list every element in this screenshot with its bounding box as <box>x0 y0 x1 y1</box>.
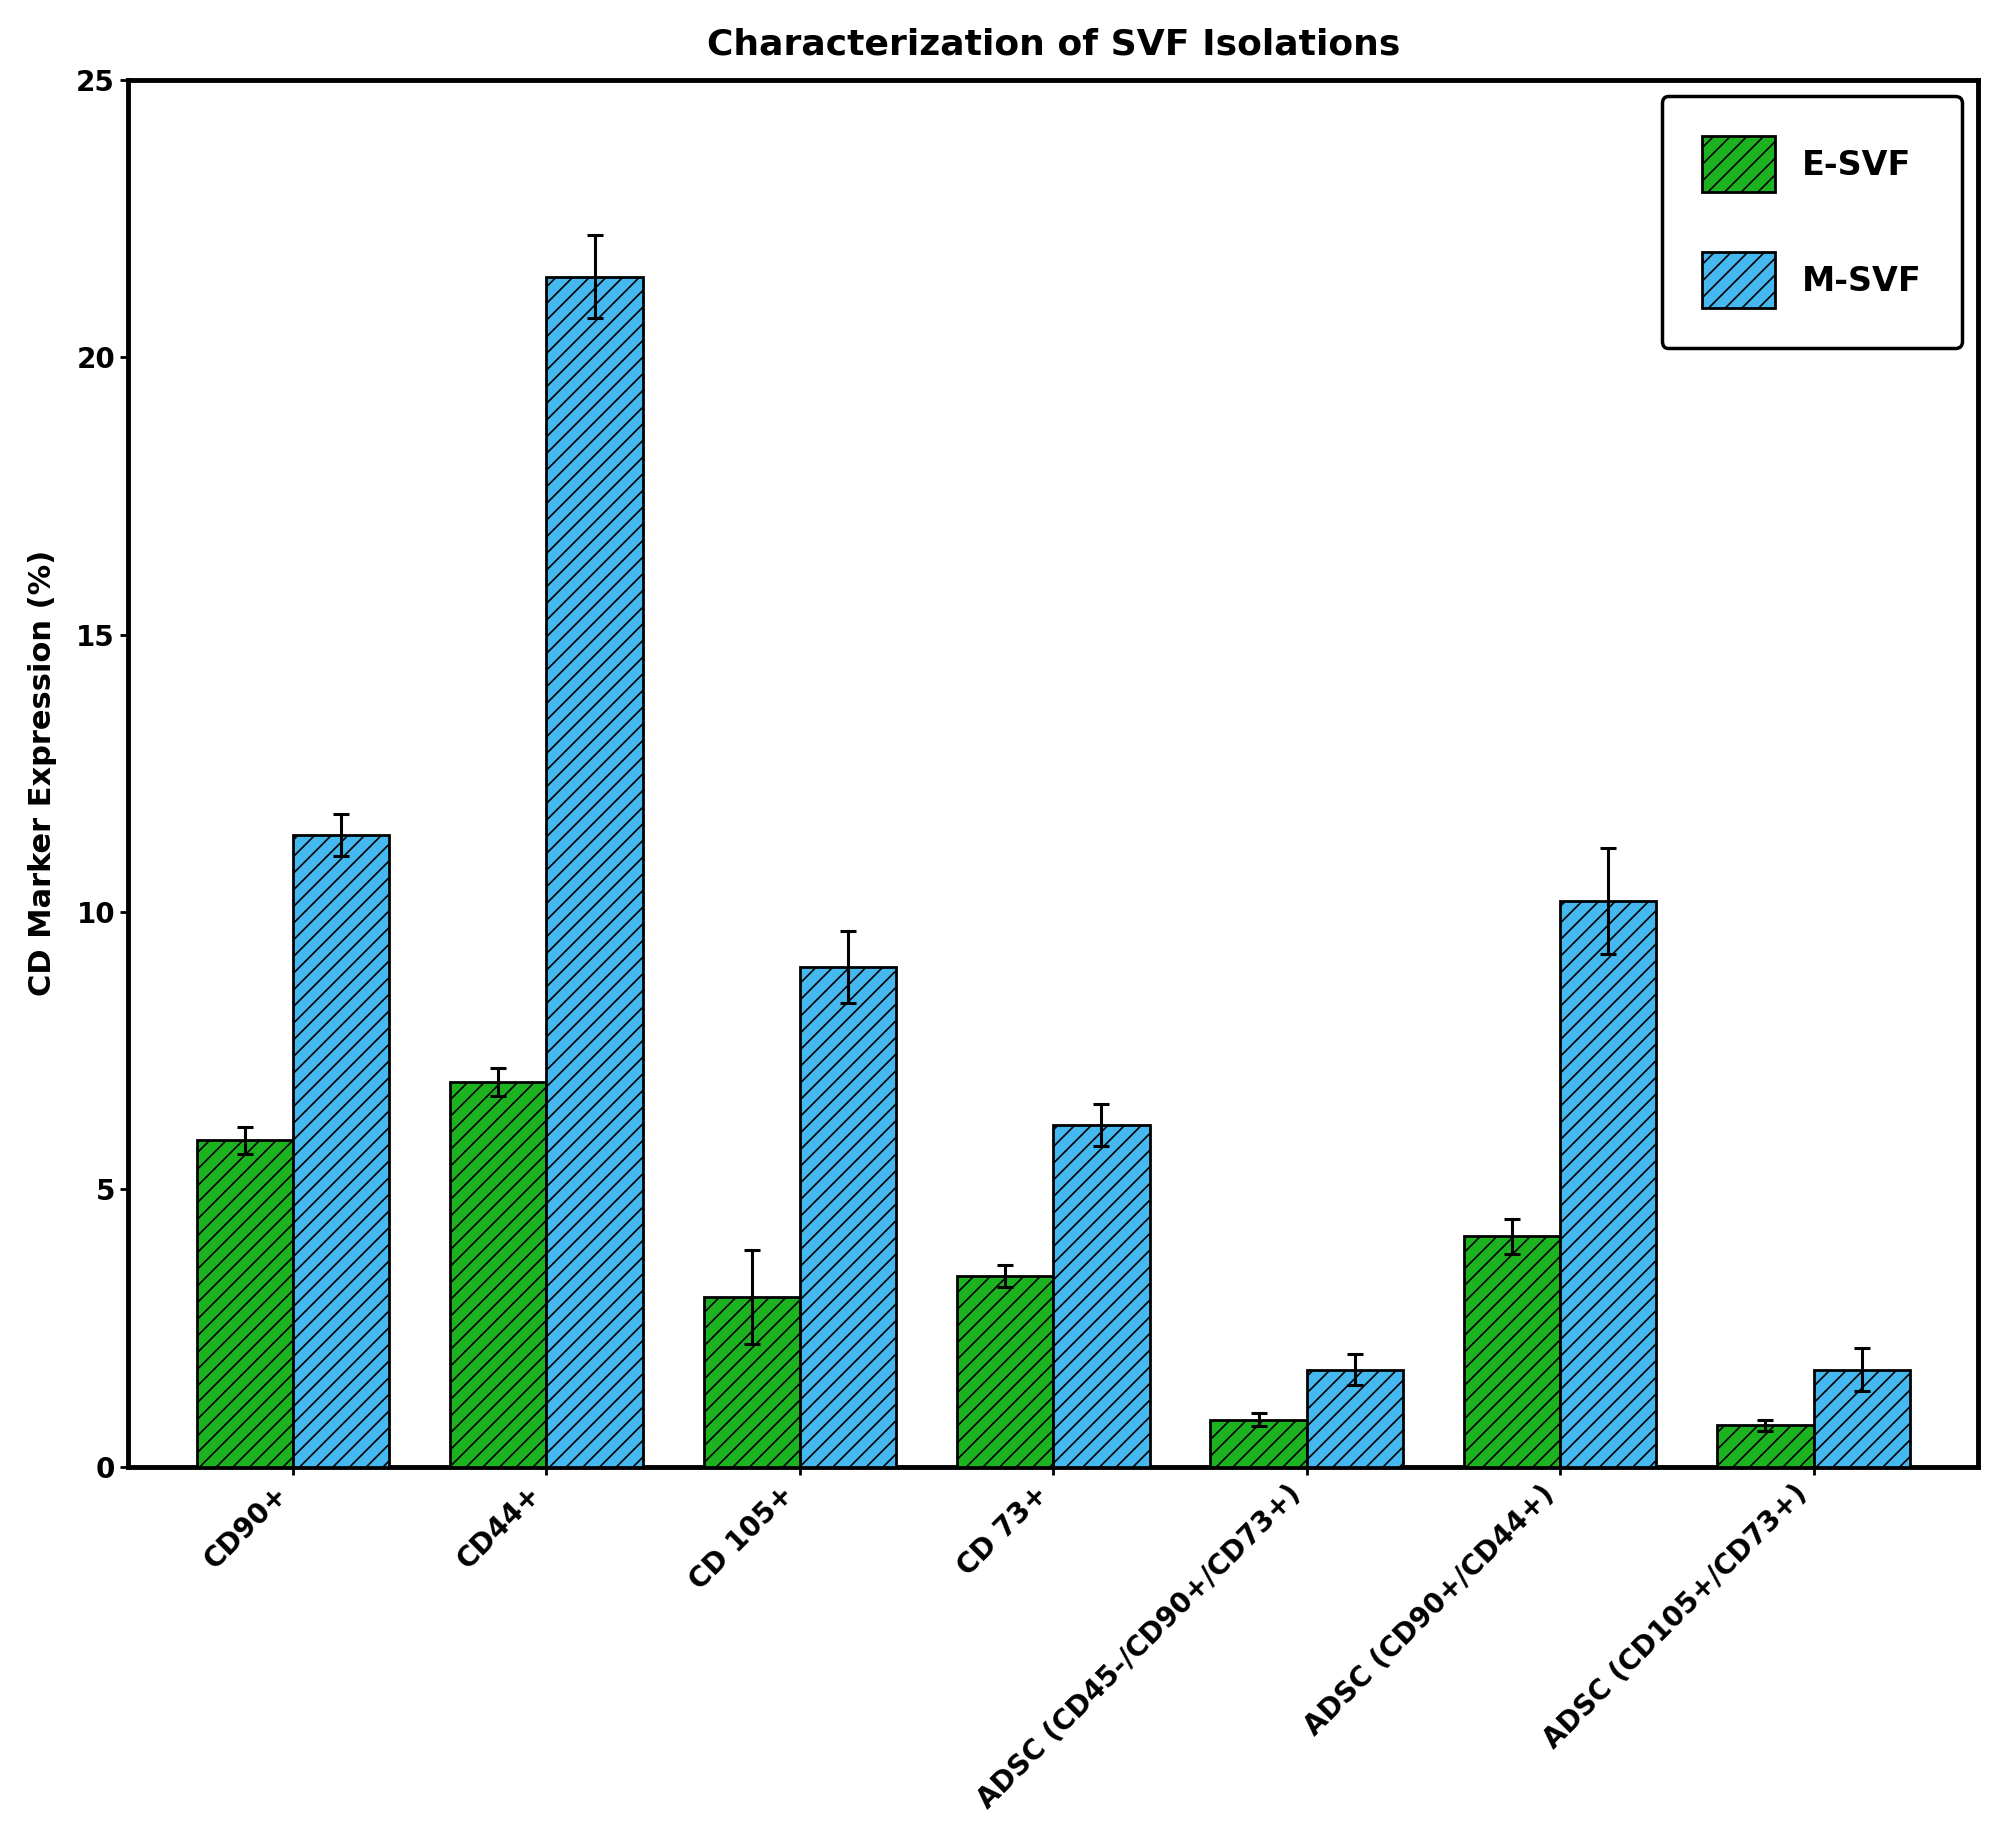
Bar <box>449 1083 545 1466</box>
Bar <box>545 276 642 1466</box>
Bar <box>1305 1370 1401 1466</box>
Title: Characterization of SVF Isolations: Characterization of SVF Isolations <box>706 28 1399 63</box>
Bar <box>196 1140 293 1466</box>
Bar <box>1209 1420 1305 1466</box>
Bar <box>293 834 389 1466</box>
Bar <box>800 967 896 1466</box>
Legend: E-SVF, M-SVF: E-SVF, M-SVF <box>1660 96 1961 348</box>
Bar <box>1464 1236 1560 1466</box>
Y-axis label: CD Marker Expression (%): CD Marker Expression (%) <box>28 551 56 997</box>
Bar <box>956 1277 1053 1466</box>
Bar <box>1560 901 1656 1466</box>
Bar <box>1053 1125 1149 1466</box>
Bar <box>704 1297 800 1466</box>
Bar <box>1716 1426 1813 1466</box>
Bar <box>1813 1370 1909 1466</box>
